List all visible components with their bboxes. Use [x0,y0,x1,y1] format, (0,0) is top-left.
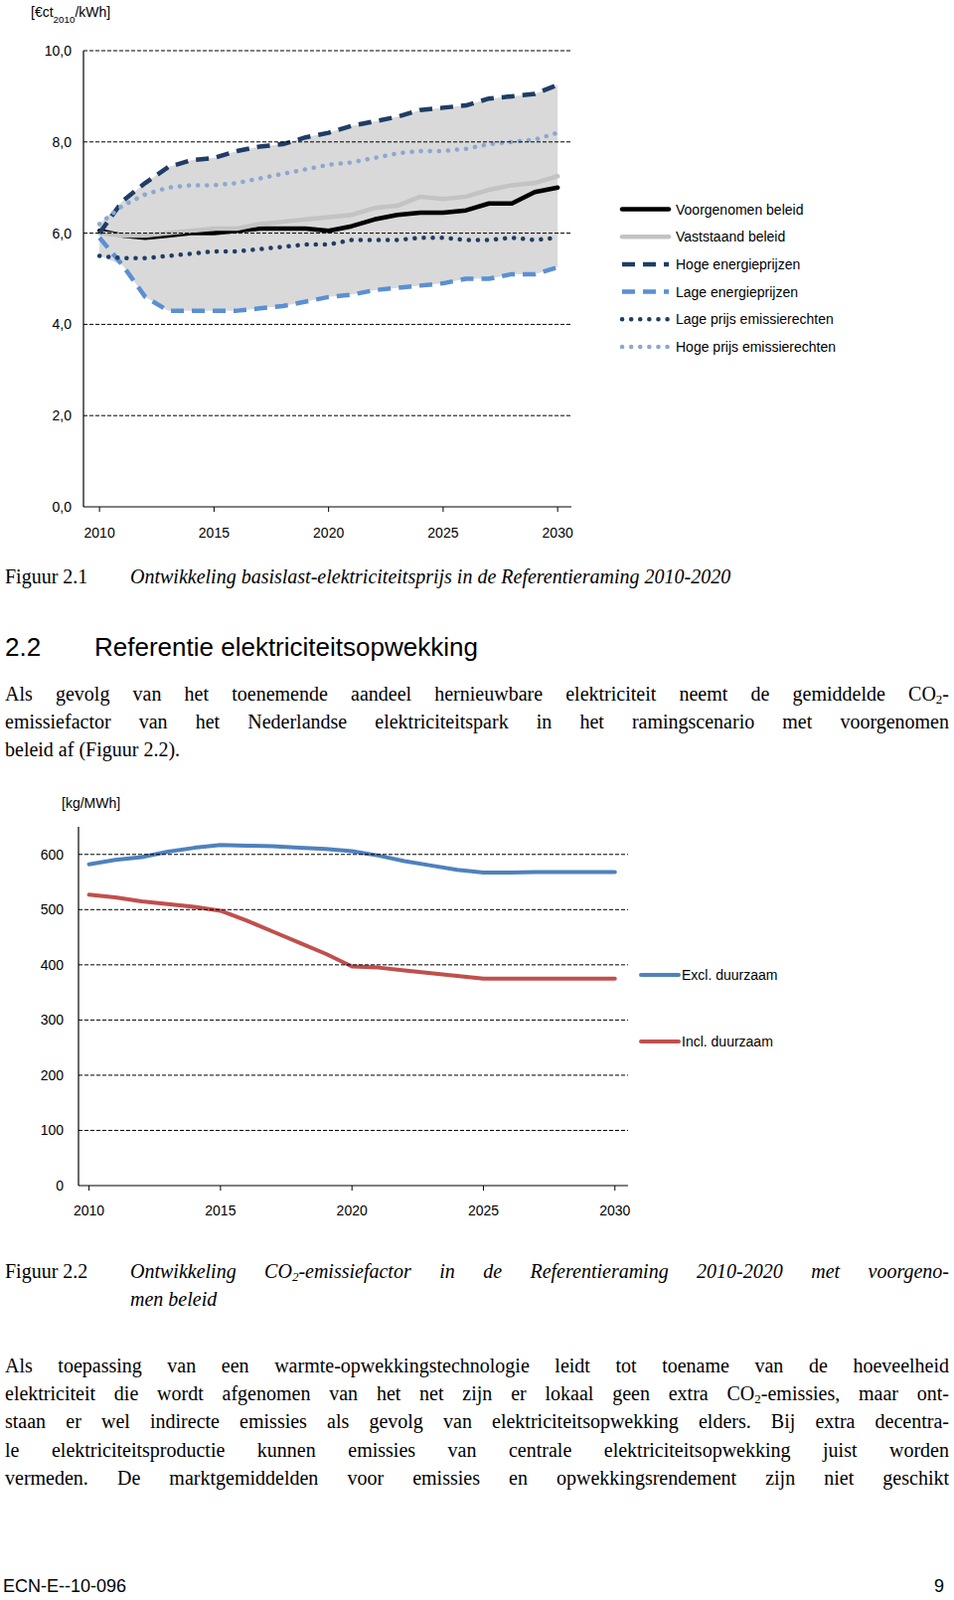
plot-area [99,84,558,311]
y-axis [77,826,79,1186]
legend-swatch [640,972,679,977]
figure-caption: Ontwikkeling CO2-emissiefactor in de Ref… [130,1257,950,1285]
legend-label: Voorgenomen beleid [675,201,803,218]
legend-label: Hoge prijs emissierechten [675,338,836,355]
y-tick-label: 600 [40,846,65,863]
y-axis-label: [kg/MWh] [61,795,121,811]
legend-swatch [622,344,669,350]
paragraph-line: Als toepassing van een warmte-opwekkings… [4,1351,950,1380]
grid-line [78,1019,629,1021]
legend-label: Lage prijs emissierechten [675,311,834,327]
legend-swatch [622,262,669,268]
x-tick [213,506,215,512]
section-title: Referentie elektriciteitsopwekking [94,631,478,663]
x-tick [557,506,559,512]
legend-swatch [622,317,669,322]
grid-line [83,415,572,417]
y-tick-label: 8,0 [52,134,73,151]
x-tick-label: 2015 [204,1202,236,1219]
grid-line [83,141,572,143]
y-tick-label: 4,0 [52,316,73,332]
legend-label: Lage energieprijzen [675,284,798,301]
grid-line [83,50,572,52]
paragraph-line: emissiefactor van het Nederlandse elektr… [4,707,950,736]
figure-caption: Ontwikkeling basislast-elektriciteitspri… [130,562,950,591]
series-line [89,894,616,978]
grid-line [78,1129,629,1131]
x-tick [442,506,444,512]
series-line [89,844,616,873]
legend-swatch [622,206,669,212]
chart: 0 100 200 300 400 500 600 2010 2015 2020 2025 2030 [… [40,795,779,1219]
x-tick-label: 2025 [468,1202,499,1219]
page-number: 9 [894,1572,945,1600]
y-tick-label: 200 [40,1067,65,1084]
grid-line [78,963,629,965]
chart: 0,0 2,0 4,0 6,0 8,0 10,0 2010 2015 2020 2025 2030 [… [30,3,836,541]
x-tick [88,1185,90,1191]
series-line [99,84,558,233]
footer-id: ECN-E--10-096 [2,1572,127,1600]
series-line [99,175,558,236]
x-tick [219,1185,221,1191]
grid-line [83,323,572,325]
plot-area [89,844,616,978]
y-tick-label: 500 [40,901,65,918]
grid-line [83,232,572,234]
figure-label: Figuur 2.1 [4,562,88,591]
paragraph-line: staan er wel indirecte emissies als gevo… [4,1407,950,1435]
section-number: 2.2 [4,631,41,663]
legend-label: Incl. duurzaam [681,1033,774,1050]
figure-caption: men beleid [130,1284,950,1313]
series-line [99,133,558,225]
series-line [99,187,558,238]
paragraph-line: Als gevolg van het toenemende aandeel he… [4,679,950,708]
y-tick-label: 2,0 [52,407,73,424]
x-tick [351,1185,353,1191]
paragraph-line: le elektriciteitsproductie kunnen emissi… [4,1435,950,1464]
x-tick-label: 2015 [198,524,230,541]
grid-line [78,909,629,911]
x-tick [99,506,101,512]
x-axis [83,505,572,507]
figure-label: Figuur 2.2 [4,1257,88,1285]
y-tick-label: 6,0 [52,225,73,242]
y-tick-label: 0 [55,1177,64,1194]
legend-label: Vaststaand beleid [675,228,786,245]
y-tick-label: 10,0 [44,42,72,59]
legend-label: Hoge energieprijzen [675,256,800,273]
series-line [99,237,558,311]
grid-line [78,853,629,855]
x-axis [78,1184,629,1186]
paragraph-line: beleid af (Figuur 2.2). [4,735,950,764]
legend-swatch [640,1039,679,1044]
paragraph-line: vermeden. De marktgemiddelden voor emiss… [4,1463,950,1492]
scenario-band [99,84,558,311]
y-tick-label: 400 [40,956,65,973]
x-tick [614,1185,616,1191]
x-tick-label: 2020 [313,524,344,541]
x-tick-label: 2030 [599,1202,631,1219]
x-tick [327,506,329,512]
x-tick [482,1185,484,1191]
y-axis-label: [€ct2010/kWh] [30,3,111,25]
grid-line [78,1074,629,1076]
legend-label: Excl. duurzaam [681,966,778,983]
paragraph-line: elektriciteit die wordt afgenomen van he… [4,1379,950,1408]
x-tick-label: 2020 [336,1202,368,1219]
x-tick-label: 2030 [542,524,574,541]
series-line [99,237,558,259]
y-tick-label: 300 [40,1011,65,1028]
y-tick-label: 100 [40,1121,65,1138]
x-tick-label: 2025 [427,524,459,541]
y-tick-label: 0,0 [52,498,73,515]
x-tick-label: 2010 [73,1202,105,1219]
legend-swatch [622,289,669,295]
legend-swatch [622,234,669,240]
y-axis [82,50,84,507]
x-tick-label: 2010 [84,524,116,541]
